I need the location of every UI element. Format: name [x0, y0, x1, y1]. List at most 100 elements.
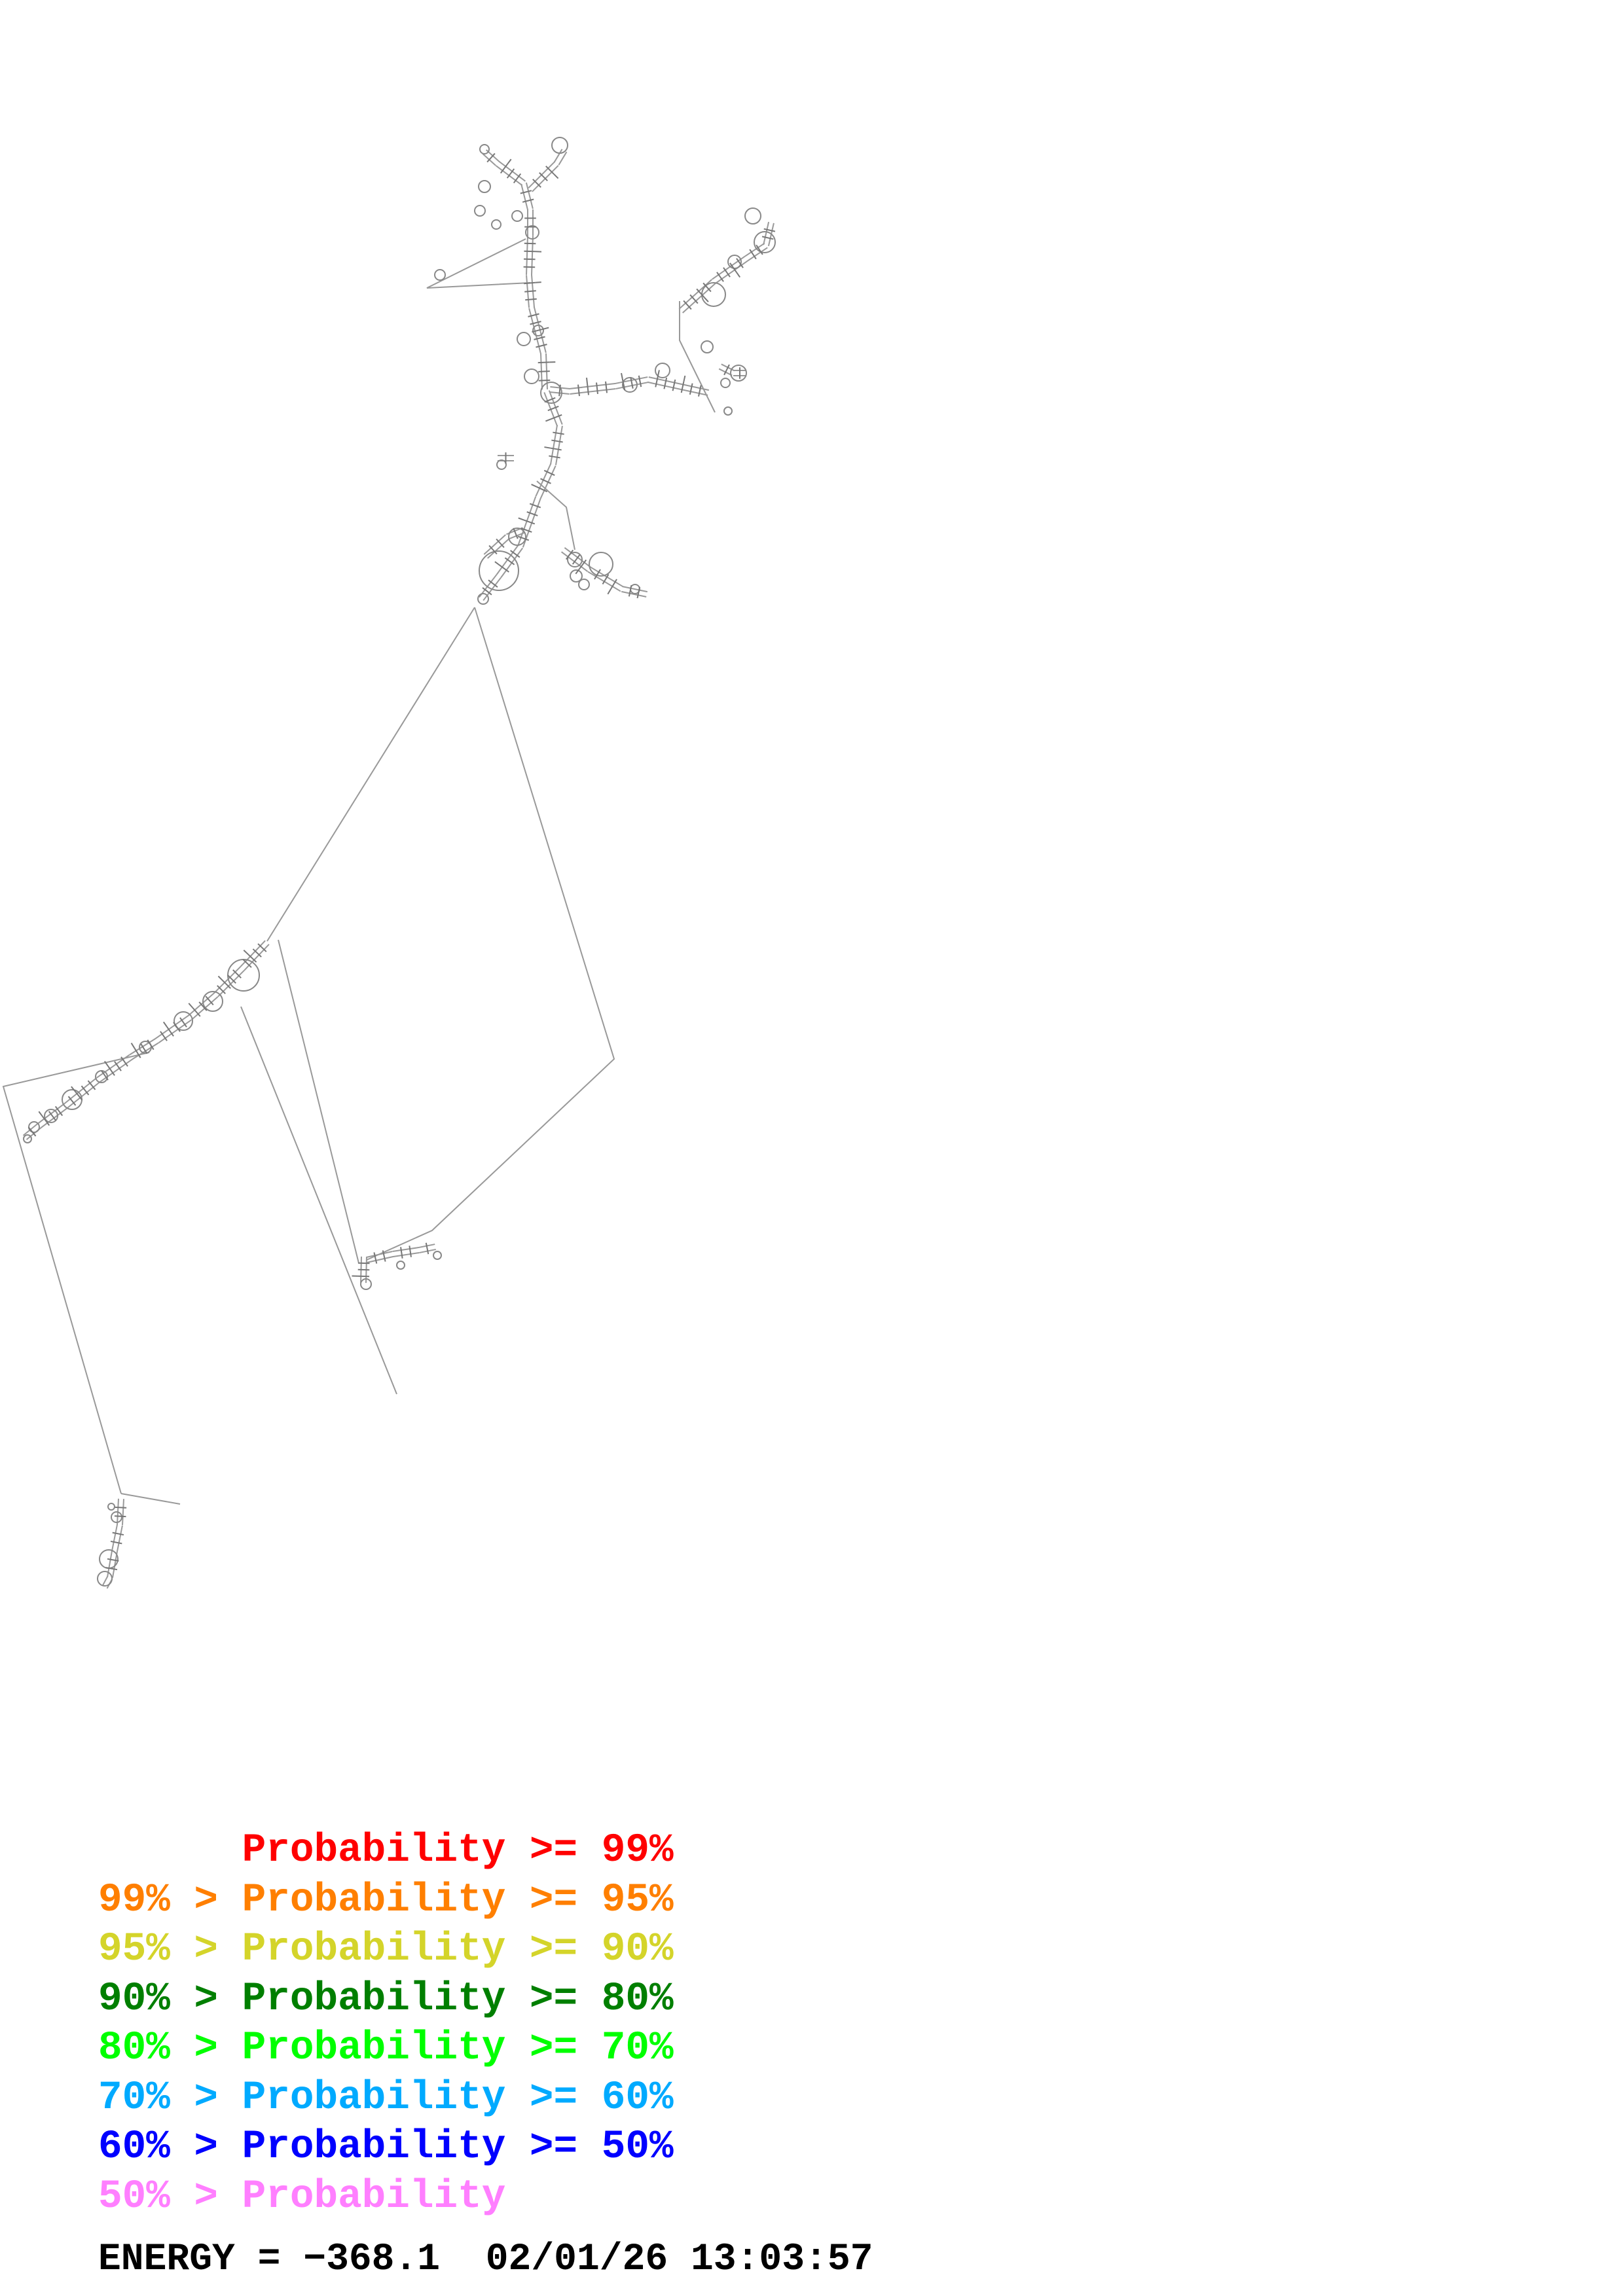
strand — [530, 236, 534, 276]
base-pair — [496, 538, 505, 548]
base-pair — [247, 954, 257, 963]
legend-label: Probability — [242, 1927, 506, 1972]
base-pair — [551, 414, 562, 420]
loop-circle — [111, 1511, 122, 1523]
base-pair — [112, 1532, 124, 1536]
base-pair — [602, 573, 610, 585]
base-pair — [486, 152, 496, 163]
base-pair — [115, 1506, 127, 1509]
strand — [550, 425, 558, 465]
strand — [392, 1247, 419, 1253]
base-pair — [252, 948, 262, 958]
strand — [101, 1575, 109, 1587]
base-pair — [630, 377, 634, 389]
loop-circle — [496, 459, 507, 470]
base-pair — [536, 344, 547, 348]
base-pair — [27, 1126, 37, 1137]
base-pair — [425, 1242, 429, 1255]
base-pair — [672, 379, 676, 391]
loop-circle — [477, 593, 489, 605]
legend-suffix: >= 90% — [505, 1927, 674, 1972]
base-pair — [105, 1567, 118, 1571]
base-tick — [494, 561, 500, 566]
strand — [483, 534, 506, 555]
base-pair — [534, 336, 545, 340]
backbone-long — [536, 480, 575, 550]
strand — [367, 1255, 394, 1263]
legend-label: Probability — [242, 2174, 506, 2219]
base-pair — [539, 172, 548, 181]
base-pair — [594, 569, 601, 580]
base-pair — [696, 288, 705, 298]
legend-suffix: >= 50% — [505, 2125, 674, 2170]
base-pair — [166, 1026, 174, 1037]
structure-loops — [23, 137, 776, 1587]
loop-circle — [744, 207, 761, 224]
strand — [393, 1251, 420, 1257]
base-pair — [257, 943, 267, 952]
base-pair — [520, 528, 532, 533]
legend-prefix: 70% > — [98, 2075, 242, 2121]
energy-label: ENERGY = — [98, 2238, 304, 2281]
legend-label: Probability — [242, 1877, 506, 1923]
strand — [570, 387, 616, 395]
base-pair — [572, 554, 581, 565]
strand — [111, 1551, 118, 1578]
legend-prefix: 99% > — [98, 1877, 242, 1923]
base-pair — [41, 1115, 50, 1126]
legend-label: Probability — [242, 2026, 506, 2071]
base-tick — [683, 375, 686, 382]
base-pair — [558, 384, 561, 397]
base-pair — [242, 959, 252, 968]
base-tick — [217, 975, 223, 981]
base-pair — [504, 557, 515, 565]
backbone-long — [278, 939, 359, 1264]
base-pair — [736, 258, 744, 268]
base-pair — [482, 587, 492, 596]
loop-circle — [754, 231, 776, 253]
energy-date: 02/01/26 — [485, 2238, 668, 2281]
base-pair — [107, 1066, 115, 1076]
base-pair — [628, 584, 632, 597]
base-pair — [523, 266, 536, 268]
strand — [99, 1058, 133, 1083]
base-pair — [577, 384, 580, 397]
legend-prefix: 80% > — [98, 2026, 242, 2071]
base-pair — [716, 272, 724, 282]
base-tick — [518, 517, 524, 521]
base-pair — [532, 179, 541, 188]
base-tick — [535, 281, 541, 283]
loop-circle — [433, 1251, 442, 1260]
base-pair — [87, 1080, 96, 1090]
strand — [158, 1019, 192, 1044]
legend-row: 80% > Probability >= 70% — [98, 2024, 674, 2073]
loop-circle — [622, 377, 638, 393]
base-pair — [621, 378, 626, 391]
base-pair — [74, 1090, 83, 1101]
loop-circle — [540, 382, 562, 404]
loop-circle — [491, 219, 501, 230]
base-pair — [723, 364, 730, 376]
legend-label: Probability — [242, 2125, 506, 2170]
base-tick — [736, 272, 741, 278]
base-pair — [522, 198, 534, 203]
legend-label: Probability — [242, 2075, 506, 2121]
strand — [155, 1014, 189, 1039]
base-pair — [545, 166, 555, 175]
base-pair — [689, 294, 699, 304]
loop-circle — [360, 1278, 372, 1290]
loop-circle — [727, 255, 742, 269]
base-pair — [101, 1070, 109, 1081]
energy-gap — [440, 2238, 486, 2281]
loop-circle — [479, 550, 519, 591]
base-pair — [488, 579, 498, 588]
loop-circle — [723, 406, 733, 416]
strand — [682, 283, 716, 314]
strand — [116, 1525, 123, 1552]
legend-row: 70% > Probability >= 60% — [98, 2073, 674, 2123]
base-pair — [222, 980, 231, 989]
legend-suffix: >= 99% — [505, 1828, 674, 1873]
base-pair — [526, 511, 538, 516]
base-pair — [605, 381, 608, 393]
legend-row: 50% > Probability — [98, 2172, 674, 2222]
